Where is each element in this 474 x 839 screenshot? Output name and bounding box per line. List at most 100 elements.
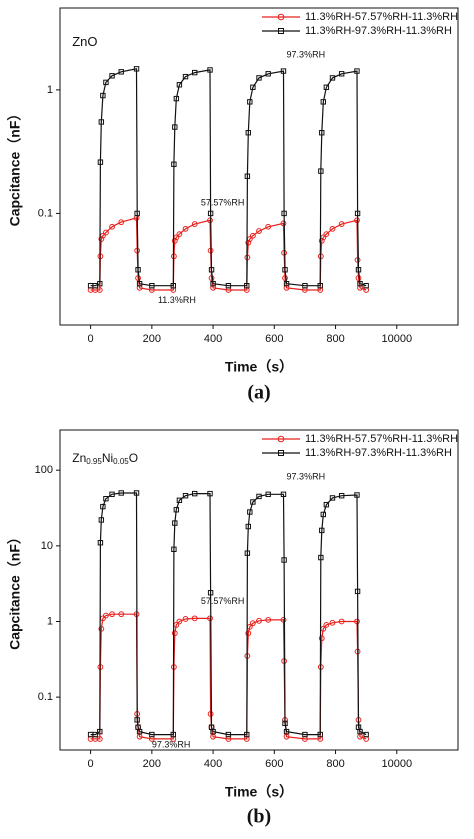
annotation: Zn0.95Ni0.05O: [72, 451, 138, 466]
marker: [207, 490, 213, 497]
annotation-text: ZnO: [72, 34, 97, 49]
legend-label: 11.3%RH-97.3%RH-11.3%RH: [305, 25, 452, 37]
marker: [282, 267, 288, 273]
marker: [182, 73, 189, 80]
annotation: 57.57%RH: [201, 597, 245, 607]
marker: [354, 68, 360, 74]
y-tick-label: 100: [35, 464, 53, 476]
marker: [176, 82, 183, 88]
marker: [98, 119, 105, 125]
y-tick-label: 1: [47, 84, 53, 96]
marker: [282, 720, 288, 727]
annotation-text: 97.3%RH: [287, 50, 326, 60]
x-tick-label: 10000: [381, 333, 412, 345]
marker: [280, 491, 287, 498]
marker: [207, 615, 213, 622]
marker: [265, 616, 272, 623]
marker: [182, 225, 189, 232]
annotation: 97.3%RH: [287, 472, 326, 482]
x-tick-label: 10000: [381, 758, 412, 770]
marker: [134, 717, 140, 723]
annotation: 97.3%RH: [287, 50, 326, 60]
marker: [256, 75, 262, 81]
marker: [192, 490, 198, 497]
marker: [208, 267, 215, 273]
marker: [133, 66, 140, 72]
marker: [191, 615, 198, 622]
marker: [100, 92, 106, 99]
marker: [249, 232, 256, 239]
marker: [207, 590, 214, 596]
y-axis-label: Capcitance（nF）: [7, 107, 23, 227]
x-tick-label: 400: [204, 333, 222, 345]
marker: [103, 496, 109, 502]
x-tick-label: 600: [265, 758, 283, 770]
y-axis-label: Capcitance（nF）: [7, 530, 23, 650]
marker: [329, 619, 336, 626]
marker: [363, 731, 369, 738]
marker: [100, 503, 106, 510]
marker: [92, 731, 98, 738]
marker: [173, 95, 180, 102]
marker: [207, 67, 213, 73]
marker: [149, 731, 155, 738]
marker: [208, 275, 215, 281]
marker: [256, 493, 262, 500]
marker: [247, 509, 253, 515]
legend-marker: [277, 435, 285, 443]
y-tick-label: 0.1: [38, 691, 53, 703]
marker: [319, 130, 325, 136]
marker: [245, 239, 252, 246]
marker: [97, 280, 103, 287]
marker: [354, 210, 361, 217]
marker: [109, 223, 115, 230]
marker: [281, 557, 287, 563]
marker: [338, 618, 345, 625]
marker: [283, 280, 290, 287]
y-tick-label: 10: [41, 540, 53, 552]
x-tick-label: 800: [326, 333, 344, 345]
marker: [118, 611, 125, 618]
marker: [357, 280, 363, 287]
marker: [318, 168, 324, 174]
marker: [96, 736, 103, 742]
marker: [320, 511, 326, 518]
legend-marker: [277, 13, 285, 21]
series-line: [90, 217, 367, 291]
plot-frame: [59, 429, 459, 751]
marker: [329, 495, 336, 501]
marker: [302, 283, 308, 289]
marker: [210, 728, 216, 735]
marker: [207, 210, 214, 217]
x-tick-label: 200: [143, 758, 161, 770]
marker: [280, 220, 287, 227]
marker: [176, 497, 183, 504]
marker: [171, 546, 177, 553]
marker: [250, 499, 256, 505]
marker: [338, 221, 345, 227]
marker: [176, 231, 183, 238]
legend-label: 11.3%RH-57.57%RH-11.3%RH: [305, 433, 458, 445]
marker: [338, 493, 345, 499]
panel-label: (a): [247, 382, 270, 404]
marker: [118, 490, 124, 496]
x-tick-label: 0: [88, 333, 94, 345]
x-axis-label: Time（s）: [225, 784, 293, 800]
marker: [98, 517, 105, 523]
marker: [103, 229, 109, 236]
annotation-text: 97.3%RH: [287, 472, 326, 482]
marker: [118, 69, 124, 75]
marker: [133, 490, 140, 496]
marker: [280, 68, 287, 74]
marker: [318, 237, 325, 244]
marker: [173, 507, 180, 513]
annotation-text: 11.3%RH: [158, 296, 196, 306]
marker: [210, 280, 216, 287]
marker: [136, 728, 143, 735]
marker: [149, 283, 155, 289]
marker: [319, 527, 325, 534]
marker: [320, 99, 326, 105]
marker: [256, 617, 262, 624]
marker: [317, 283, 323, 289]
